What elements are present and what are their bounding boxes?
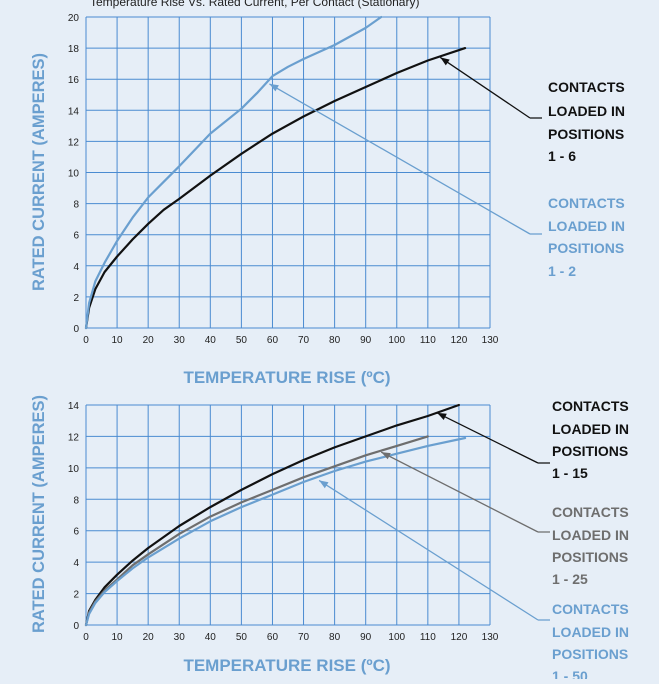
y-tick-label: 6: [73, 231, 79, 242]
x-tick-label: 30: [174, 632, 186, 643]
chart-top: 0 10 20 30 40 50 60 70 80 90 100 110 120 130 0 2 4 6 8 10 12…: [30, 13, 625, 387]
x-tick-label: 50: [236, 335, 248, 346]
x-tick-label: 60: [267, 632, 279, 643]
x-axis-label: TEMPERATURE RISE (ºC): [183, 656, 390, 675]
x-tick-label: 50: [236, 632, 248, 643]
x-tick-label: 0: [83, 335, 89, 346]
grid: [85, 404, 491, 626]
arrowhead: [319, 480, 329, 489]
legend-text-line: CONTACTS: [552, 601, 629, 617]
x-tick-label: 40: [205, 632, 217, 643]
y-tick-label: 8: [73, 200, 79, 211]
legend-text-line: LOADED IN: [552, 421, 629, 437]
x-tick-label: 80: [329, 335, 341, 346]
y-tick-label: 20: [68, 13, 80, 24]
y-tick-label: 14: [68, 401, 80, 412]
grid: [85, 16, 491, 329]
x-axis-label: TEMPERATURE RISE (ºC): [183, 368, 390, 387]
legend-text-line: LOADED IN: [548, 103, 625, 119]
leader-line-3: [318, 479, 550, 621]
x-tick-label: 100: [388, 335, 405, 346]
chart-bottom: 0 10 20 30 40 50 60 70 80 90 100 110 120 130 0 2 4 6 8 10 12…: [30, 395, 629, 684]
x-tick-label: 70: [298, 632, 310, 643]
legend-text-line: 1 - 2: [548, 263, 576, 279]
series-line-2: [84, 15, 383, 330]
legend-text-line: LOADED IN: [548, 218, 625, 234]
series-line-1: [84, 47, 467, 330]
y-axis-label: RATED CURRENT (AMPERES): [30, 395, 48, 633]
y-tick-label: 12: [68, 432, 80, 443]
y-tick-label: 8: [73, 495, 79, 506]
legend-text-line: LOADED IN: [552, 527, 629, 543]
legend-text-line: POSITIONS: [552, 646, 628, 662]
x-tick-label: 20: [143, 335, 155, 346]
y-tick-label: 10: [68, 464, 80, 475]
y-tick-label: 16: [68, 75, 80, 86]
leader-line-2: [380, 451, 550, 533]
x-tick-label: 110: [420, 335, 436, 346]
legend-text-line: CONTACTS: [552, 398, 629, 414]
legend-text-line: LOADED IN: [552, 624, 629, 640]
y-tick-label: 4: [73, 558, 79, 569]
y-axis-label: RATED CURRENT (AMPERES): [30, 53, 48, 291]
x-tick-label: 90: [360, 632, 372, 643]
header-partial-text: Temperature Rise Vs. Rated Current, Per …: [90, 0, 419, 9]
x-tick-label: 20: [143, 632, 155, 643]
x-tick-label: 0: [83, 632, 89, 643]
x-tick-label: 10: [112, 632, 124, 643]
x-tick-label: 90: [360, 335, 372, 346]
legend-text-line: POSITIONS: [548, 126, 624, 142]
arrowhead: [437, 412, 447, 420]
y-tick-label: 4: [73, 262, 79, 273]
legend-text-line: 1 - 6: [548, 148, 576, 164]
legend-text-line: 1 - 50: [552, 668, 588, 679]
y-tick-label: 2: [73, 590, 79, 601]
x-tick-label: 130: [482, 632, 499, 643]
x-tick-label: 10: [112, 335, 124, 346]
leader-line-1: [439, 56, 542, 119]
x-tick-label: 110: [420, 632, 436, 643]
x-tick-label: 80: [329, 632, 341, 643]
y-tick-label: 0: [73, 324, 79, 335]
x-tick-label: 120: [451, 632, 468, 643]
y-tick-label: 10: [68, 169, 80, 180]
series-line-1: [84, 403, 460, 627]
legend-text-line: 1 - 15: [552, 465, 588, 481]
legend-text-line: 1 - 25: [552, 571, 588, 587]
y-tick-label: 2: [73, 293, 79, 304]
arrowhead: [269, 83, 279, 92]
y-tick-label: 0: [73, 621, 79, 632]
y-tick-label: 6: [73, 527, 79, 538]
legend-text-line: POSITIONS: [552, 549, 628, 565]
y-tick-label: 18: [68, 44, 80, 55]
x-tick-label: 30: [174, 335, 186, 346]
series-line-3: [84, 436, 467, 627]
x-tick-label: 100: [388, 632, 405, 643]
x-tick-label: 120: [451, 335, 468, 346]
x-tick-label: 70: [298, 335, 310, 346]
y-tick-label: 12: [68, 137, 80, 148]
leader-line-1: [436, 412, 550, 464]
arrowhead: [440, 57, 450, 66]
y-tick-label: 14: [68, 106, 80, 117]
x-tick-label: 60: [267, 335, 279, 346]
arrowhead: [381, 452, 391, 460]
x-tick-label: 130: [482, 335, 499, 346]
legend-text-line: POSITIONS: [548, 240, 624, 256]
legend-text-line: CONTACTS: [548, 195, 625, 211]
legend-text-line: POSITIONS: [552, 443, 628, 459]
legend-text-line: CONTACTS: [548, 79, 625, 95]
x-tick-label: 40: [205, 335, 217, 346]
leader-line-2: [269, 83, 542, 235]
legend-text-line: CONTACTS: [552, 504, 629, 520]
